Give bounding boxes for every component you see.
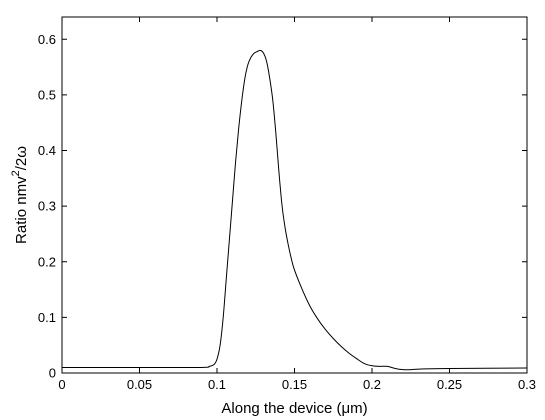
x-axis-label: Along the device (μm) bbox=[221, 400, 367, 417]
y-tick-label: 0.4 bbox=[38, 143, 56, 158]
x-tick-label: 0.25 bbox=[437, 377, 462, 392]
y-tick-label: 0.5 bbox=[38, 87, 56, 102]
x-tick-label: 0.2 bbox=[363, 377, 381, 392]
y-tick-label: 0.3 bbox=[38, 199, 56, 214]
y-tick-label: 0.6 bbox=[38, 32, 56, 47]
x-tick-label: 0.15 bbox=[282, 377, 307, 392]
y-tick-label: 0.1 bbox=[38, 310, 56, 325]
series-line bbox=[62, 49, 528, 371]
y-axis-label-main: Ratio nmv bbox=[13, 176, 30, 244]
plot-frame bbox=[61, 16, 528, 374]
y-axis-label: Ratio nmv2/2ω bbox=[10, 146, 30, 244]
x-tick-label: 0.3 bbox=[518, 377, 536, 392]
x-tick-label: 0 bbox=[58, 377, 65, 392]
x-tick-label: 0.05 bbox=[127, 377, 152, 392]
y-tick-label: 0.2 bbox=[38, 254, 56, 269]
y-tick-label: 0 bbox=[49, 366, 56, 381]
y-axis-label-superscript: 2 bbox=[10, 170, 22, 176]
x-tick-label: 0.1 bbox=[208, 377, 226, 392]
y-axis-label-suffix: /2ω bbox=[13, 146, 30, 171]
x-axis-ticks: 0 0.05 0.1 0.15 0.2 0.25 0.3 bbox=[58, 17, 536, 392]
y-axis-ticks: 0 0.1 0.2 0.3 0.4 0.5 0.6 bbox=[38, 32, 527, 381]
